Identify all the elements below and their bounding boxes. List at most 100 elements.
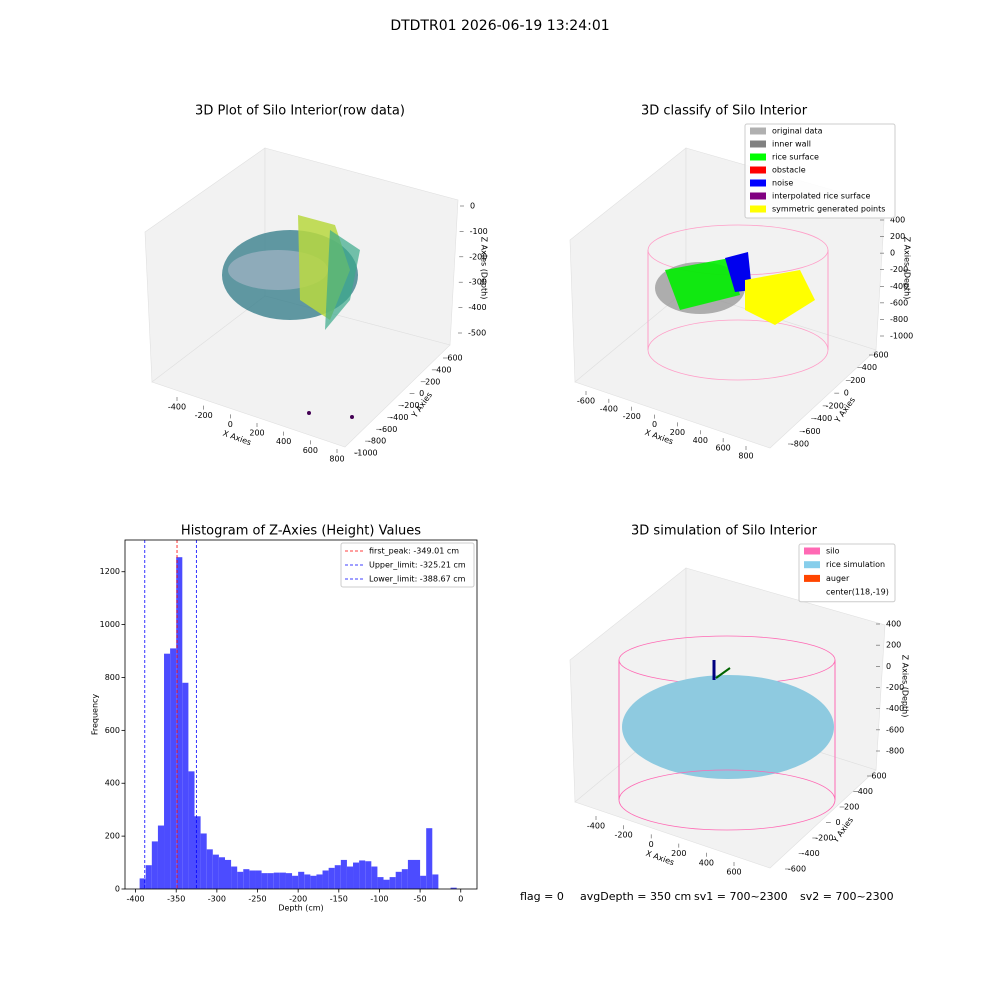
bar: [426, 828, 433, 889]
z-tick-label: 0: [470, 202, 475, 211]
bar: [218, 857, 225, 889]
bar: [304, 874, 311, 889]
x-tick-label: -600: [577, 397, 595, 406]
x-tick-label: -400: [587, 822, 605, 831]
legend-label: obstacle: [772, 166, 806, 175]
z-axis-label: Z Axies (Depth): [903, 237, 912, 300]
z-tick-label: -600: [890, 298, 908, 307]
y-tick-label: 400: [105, 779, 120, 788]
y-tick-label: 0: [115, 885, 120, 894]
legend-label: noise: [772, 179, 793, 188]
x-tick-label: -350: [167, 895, 185, 904]
y-tick-label: 0: [835, 818, 840, 827]
legend-box: [340, 542, 475, 588]
bar: [420, 875, 427, 889]
x-tick-label: 0: [228, 420, 233, 429]
axes-frame: [124, 539, 478, 890]
y-tick-label: -200: [401, 401, 419, 410]
legend-label: Upper_limit: -325.21 cm: [369, 561, 466, 570]
x-tick-label: 200: [671, 849, 686, 858]
panel-title: Histogram of Z-Axies (Height) Values: [181, 524, 421, 539]
y-tick-label: 800: [105, 673, 120, 682]
z-tick-label: -200: [886, 683, 904, 692]
z-tick-label: -500: [468, 329, 486, 338]
bar: [151, 841, 158, 889]
silo-simulation: [618, 635, 836, 831]
legend-swatch: [750, 192, 766, 200]
bar: [224, 859, 232, 889]
y-tick-label: 200: [850, 376, 865, 385]
footer-text: sv1 = 700~2300: [694, 890, 788, 903]
x-tick-label: -200: [615, 831, 633, 840]
y-tick-label: -200: [815, 834, 833, 843]
bar: [334, 865, 341, 889]
z-tick-label: 0: [890, 249, 895, 258]
bar: [389, 877, 396, 889]
bar: [395, 871, 402, 889]
y-axis-label: Y Axies: [832, 396, 857, 426]
classified-cloud: [647, 224, 829, 381]
legend-label: auger: [826, 574, 850, 583]
y-tick-label: 0: [844, 389, 849, 398]
panel-title: 3D Plot of Silo Interior(row data): [195, 104, 405, 119]
bar: [298, 871, 305, 889]
y-tick-label: -600: [379, 425, 397, 434]
bar: [377, 877, 384, 889]
y-tick-label: 400: [858, 787, 873, 796]
bar: [383, 879, 390, 889]
z-tick-label: -100: [470, 227, 488, 236]
y-tick-label: -400: [802, 849, 820, 858]
x-tick-label: 800: [738, 452, 753, 461]
legend-box: [744, 123, 896, 219]
y-tick-label: -200: [826, 401, 844, 410]
x-tick-label: -200: [289, 895, 307, 904]
x-tick-label: -400: [600, 404, 618, 413]
legend-label: first_peak: -349.01 cm: [369, 547, 459, 556]
x-tick-label: 600: [716, 444, 731, 453]
legend-swatch: [750, 166, 766, 174]
bar: [237, 871, 244, 889]
x-tick-label: -300: [208, 895, 226, 904]
bar: [310, 875, 317, 889]
y-tick-label: -400: [814, 414, 832, 423]
panel-title: 3D simulation of Silo Interior: [631, 524, 818, 539]
bar: [346, 866, 354, 889]
bar: [279, 872, 286, 889]
bar: [255, 870, 262, 889]
y-tick-label: -800: [791, 440, 809, 449]
y-tick-label: 0: [419, 389, 424, 398]
bar: [200, 833, 207, 889]
bar: [206, 849, 213, 889]
legend-swatch: [804, 561, 820, 569]
bar: [170, 648, 177, 889]
bar: [139, 878, 146, 889]
z-tick-label: -400: [886, 704, 904, 713]
z-tick-label: -300: [469, 278, 487, 287]
x-tick-label: 0: [652, 420, 657, 429]
y-tick-label: 600: [873, 351, 888, 360]
legend-label: original data: [772, 127, 823, 136]
bar: [188, 771, 195, 889]
legend-swatch: [750, 179, 766, 187]
bar: [316, 874, 323, 889]
bar: [231, 866, 238, 889]
z-tick-label: -200: [890, 265, 908, 274]
bar: [292, 875, 299, 889]
legend-label: interpolated rice surface: [772, 192, 870, 201]
x-tick-label: 200: [249, 429, 264, 438]
x-tick-label: -200: [623, 412, 641, 421]
x-tick-label: 800: [329, 455, 344, 464]
z-tick-label: -800: [886, 747, 904, 756]
bar: [273, 872, 280, 889]
y-tick-label: -400: [390, 413, 408, 422]
z-tick-label: 0: [886, 662, 891, 671]
z-tick-label: -800: [890, 315, 908, 324]
z-tick-label: -1000: [890, 332, 913, 341]
y-tick-label: -600: [802, 427, 820, 436]
x-tick-label: 400: [276, 437, 291, 446]
footer-text: flag = 0: [520, 890, 564, 903]
legend-swatch: [750, 127, 766, 135]
x-tick-label: -400: [126, 895, 144, 904]
legend-label: symmetric generated points: [772, 205, 885, 214]
